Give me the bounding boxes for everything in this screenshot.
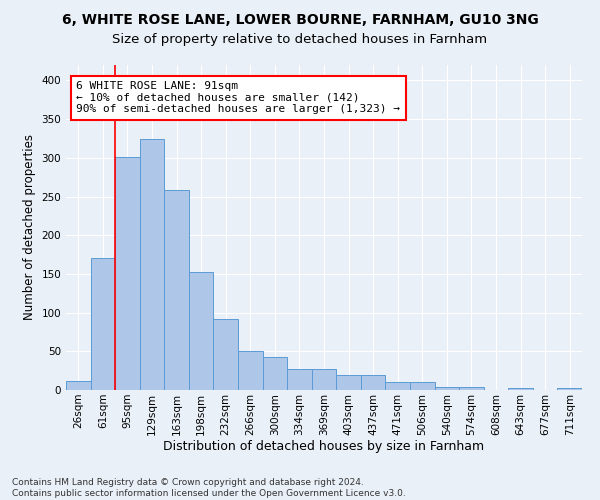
Y-axis label: Number of detached properties: Number of detached properties — [23, 134, 36, 320]
Bar — [238, 350, 263, 390]
Text: Contains HM Land Registry data © Crown copyright and database right 2024.
Contai: Contains HM Land Registry data © Crown c… — [12, 478, 406, 498]
Bar — [361, 374, 385, 390]
Bar — [263, 356, 287, 390]
Bar — [214, 319, 238, 390]
Bar — [434, 387, 459, 390]
Bar — [410, 382, 434, 390]
Bar — [287, 369, 312, 390]
Bar — [385, 382, 410, 390]
Text: Size of property relative to detached houses in Farnham: Size of property relative to detached ho… — [112, 32, 488, 46]
Bar — [66, 380, 91, 390]
X-axis label: Distribution of detached houses by size in Farnham: Distribution of detached houses by size … — [163, 440, 485, 454]
Text: 6 WHITE ROSE LANE: 91sqm
← 10% of detached houses are smaller (142)
90% of semi-: 6 WHITE ROSE LANE: 91sqm ← 10% of detach… — [76, 81, 400, 114]
Bar — [164, 190, 189, 390]
Bar — [459, 387, 484, 390]
Bar — [91, 258, 115, 390]
Bar — [140, 138, 164, 390]
Bar — [508, 388, 533, 390]
Bar — [336, 374, 361, 390]
Bar — [557, 388, 582, 390]
Text: 6, WHITE ROSE LANE, LOWER BOURNE, FARNHAM, GU10 3NG: 6, WHITE ROSE LANE, LOWER BOURNE, FARNHA… — [62, 12, 538, 26]
Bar — [189, 272, 214, 390]
Bar — [312, 369, 336, 390]
Bar — [115, 157, 140, 390]
